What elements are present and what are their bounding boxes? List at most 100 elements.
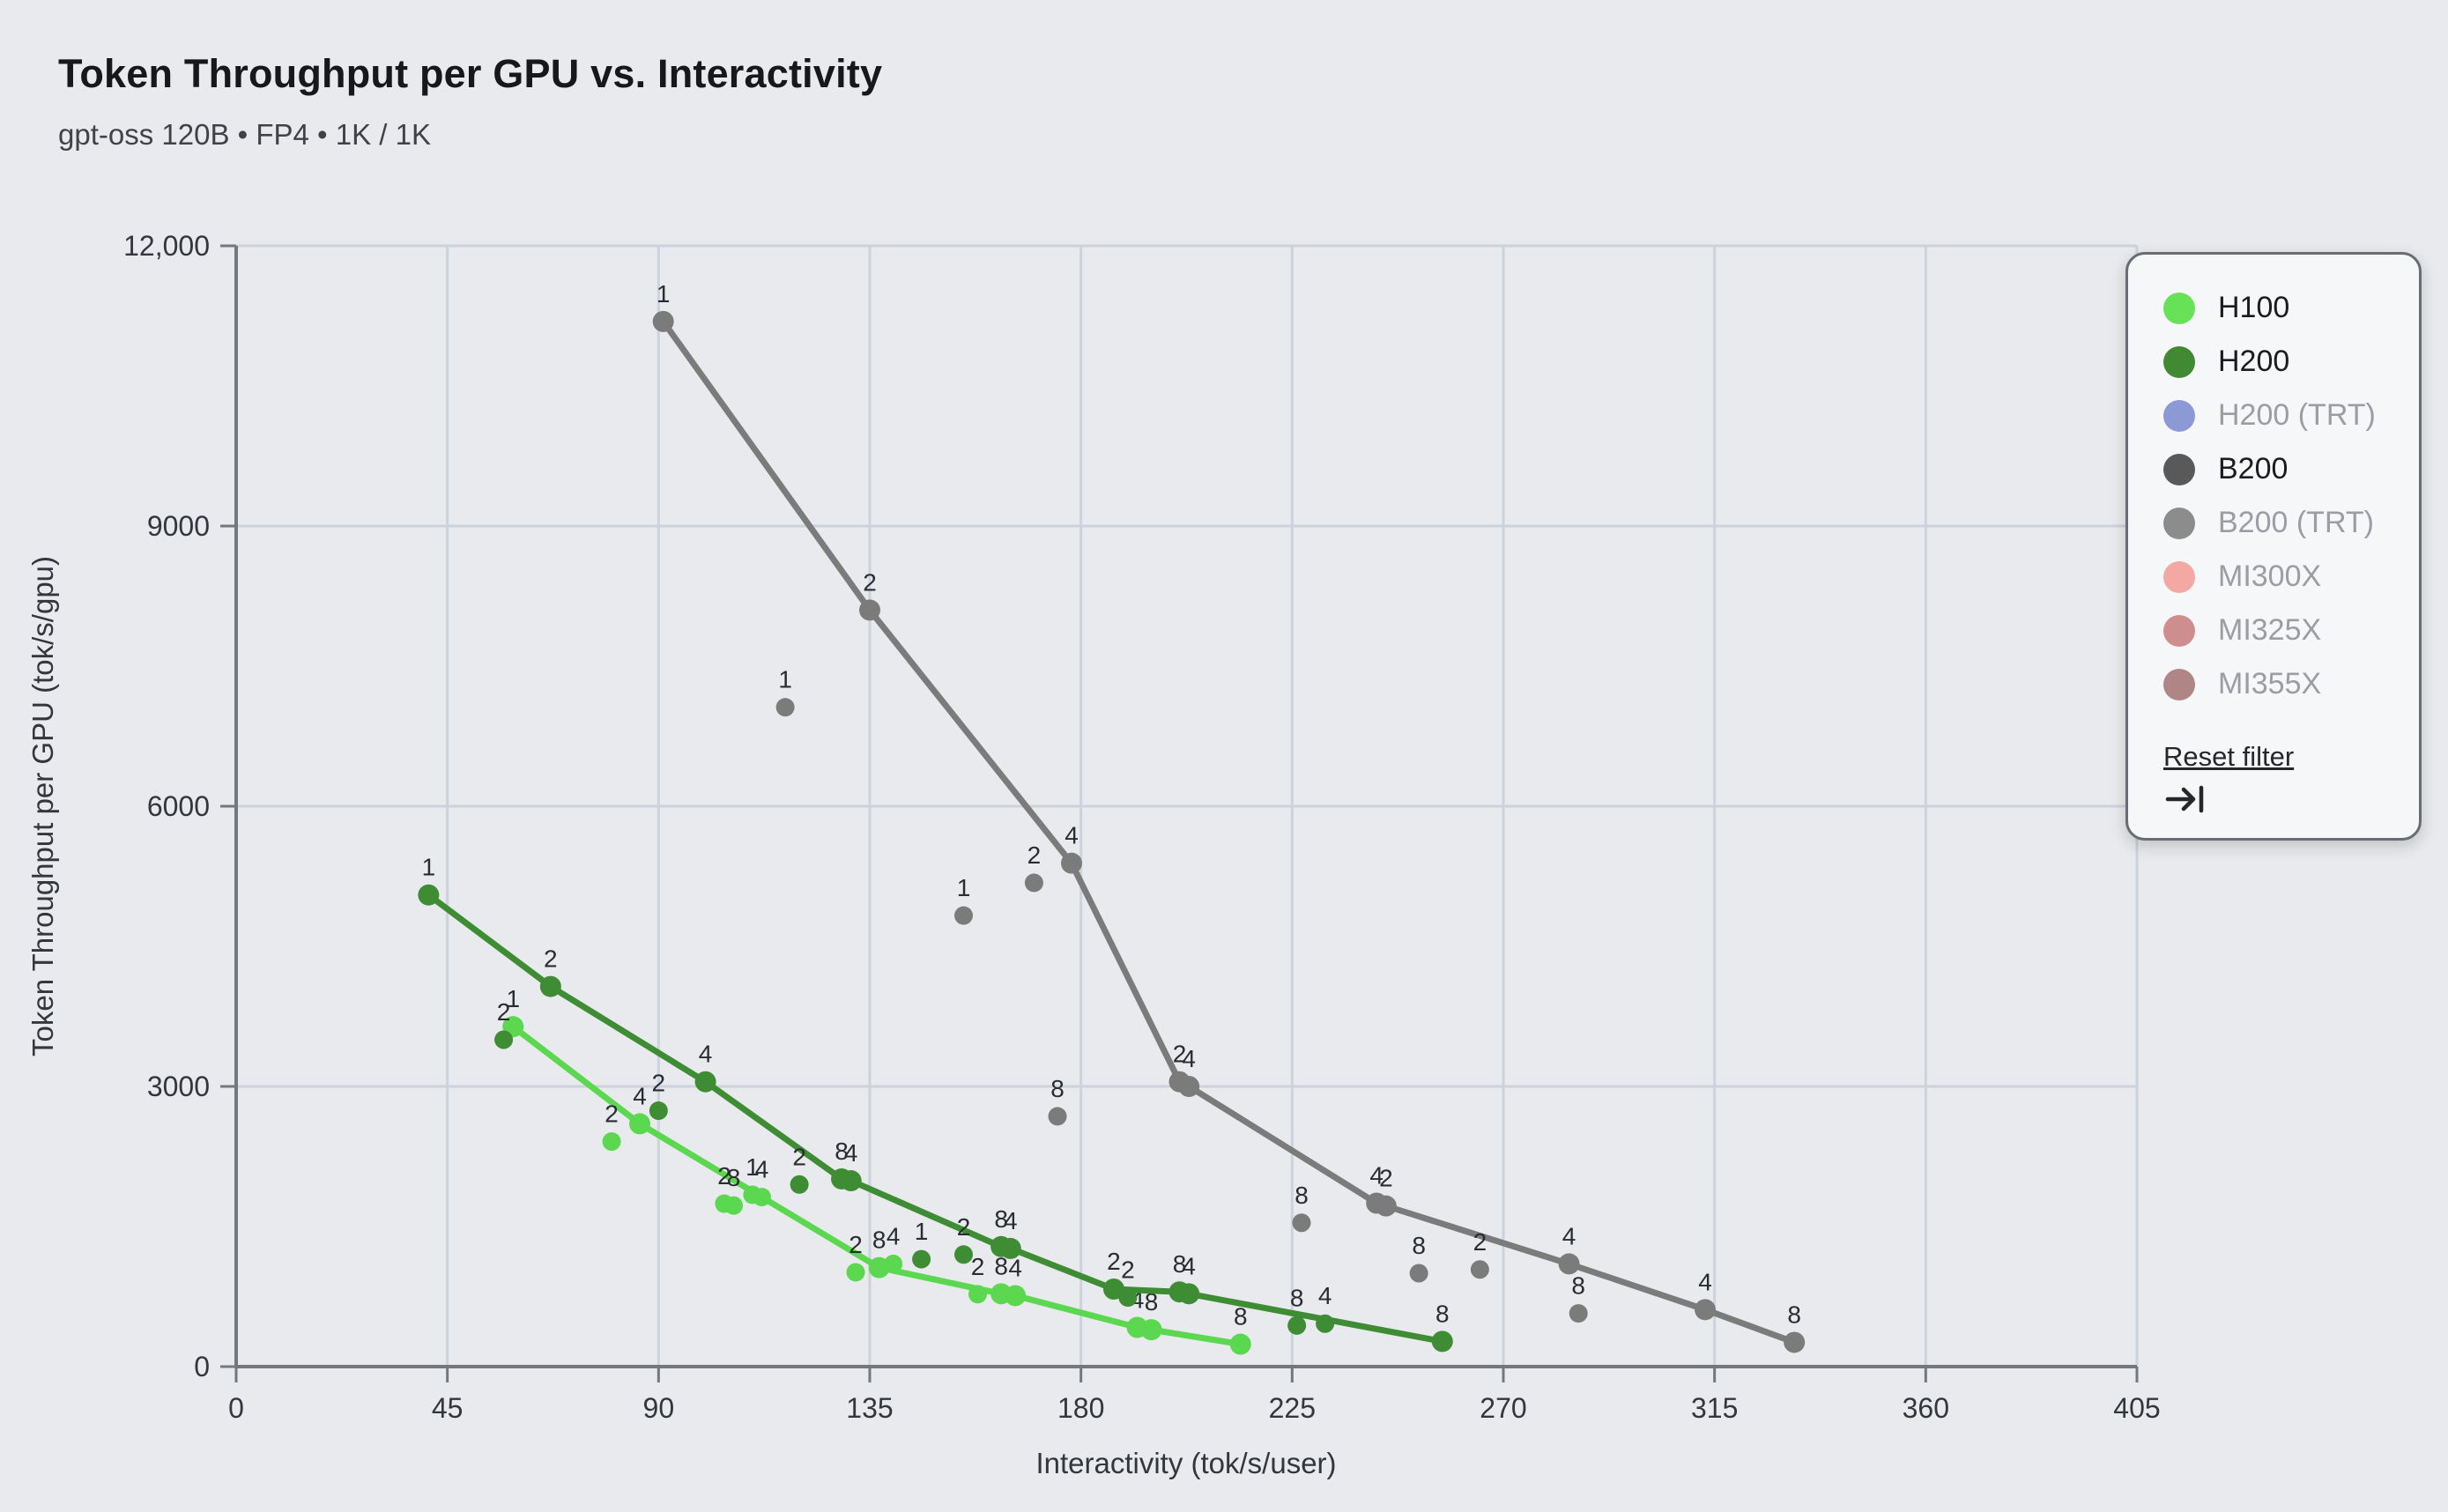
point-label: 4 — [1008, 1254, 1022, 1281]
data-point[interactable] — [968, 1285, 987, 1304]
data-point[interactable] — [1229, 1333, 1251, 1355]
data-point[interactable] — [1431, 1330, 1453, 1353]
legend-item-mi300x[interactable]: MI300X — [2163, 550, 2419, 604]
x-tick-label: 0 — [228, 1392, 244, 1424]
y-tick-label: 12,000 — [123, 230, 210, 262]
data-point[interactable] — [1178, 1076, 1200, 1097]
point-label: 8 — [1290, 1284, 1304, 1311]
legend-item-b200[interactable]: B200 — [2163, 442, 2419, 496]
reset-filter-link[interactable]: Reset filter — [2163, 741, 2295, 772]
data-point[interactable] — [724, 1196, 744, 1215]
data-point[interactable] — [1558, 1253, 1580, 1275]
data-point[interactable] — [694, 1071, 716, 1093]
data-point[interactable] — [1102, 1279, 1124, 1301]
data-point[interactable] — [999, 1237, 1021, 1259]
data-point[interactable] — [1409, 1264, 1428, 1283]
point-label: 2 — [1379, 1165, 1393, 1192]
data-point[interactable] — [753, 1188, 772, 1207]
legend-item-label: B200 (TRT) — [2218, 506, 2374, 539]
data-point[interactable] — [1375, 1195, 1397, 1217]
data-point[interactable] — [1118, 1288, 1138, 1308]
tick-labels: 0 45 90 135 180 225 270 315 360 405 0 3000 6000 9000 1… — [123, 230, 2161, 1424]
point-label: 8 — [1145, 1288, 1159, 1316]
point-label: 2 — [1473, 1228, 1487, 1256]
data-point[interactable] — [1784, 1331, 1806, 1353]
legend-item-label: MI300X — [2218, 560, 2322, 593]
legend-item-label: MI325X — [2218, 613, 2322, 647]
point-label: 8 — [1787, 1301, 1801, 1328]
x-axis-title: Interactivity (tok/s/user) — [1035, 1447, 1336, 1479]
x-tick-label: 270 — [1480, 1392, 1526, 1424]
point-label: 2 — [652, 1070, 666, 1097]
data-point[interactable] — [418, 884, 440, 906]
data-point[interactable] — [846, 1263, 865, 1282]
y-tick-label: 6000 — [147, 790, 210, 822]
data-point[interactable] — [1316, 1314, 1335, 1333]
legend-item-h100[interactable]: H100 — [2163, 281, 2419, 335]
legend-swatch-icon — [2163, 668, 2195, 700]
data-point[interactable] — [494, 1030, 514, 1049]
point-label: 8 — [994, 1252, 1008, 1279]
data-point[interactable] — [884, 1254, 903, 1273]
data-point[interactable] — [1140, 1319, 1162, 1341]
collapse-arrow-icon[interactable] — [2163, 782, 2209, 817]
point-label: 2 — [971, 1253, 985, 1280]
data-point[interactable] — [1470, 1260, 1489, 1279]
data-point[interactable] — [790, 1175, 809, 1194]
x-tick-label: 90 — [643, 1392, 675, 1424]
series-line-b200 — [660, 318, 1798, 1345]
y-tick-label: 0 — [194, 1351, 210, 1382]
legend-swatch-icon — [2163, 399, 2195, 432]
legend-swatch-icon — [2163, 560, 2195, 593]
data-point[interactable] — [1695, 1299, 1717, 1321]
data-point[interactable] — [1287, 1316, 1307, 1335]
point-label: 4 — [1369, 1162, 1383, 1190]
data-point[interactable] — [1061, 852, 1083, 874]
legend-item-h200-trt[interactable]: H200 (TRT) — [2163, 389, 2419, 442]
gridlines — [236, 244, 2139, 1367]
legend-item-h200[interactable]: H200 — [2163, 335, 2419, 389]
legend-item-mi325x[interactable]: MI325X — [2163, 604, 2419, 657]
data-point[interactable] — [1048, 1107, 1067, 1126]
point-label: 1 — [778, 666, 792, 693]
point-label: 8 — [1412, 1232, 1426, 1259]
data-point[interactable] — [859, 599, 880, 621]
data-point[interactable] — [775, 698, 795, 717]
y-axis-title: Token Throughput per GPU (tok/s/gpu) — [26, 556, 59, 1056]
data-point[interactable] — [1569, 1304, 1588, 1323]
legend-item-label: H200 — [2218, 345, 2290, 378]
point-label: 2 — [863, 568, 877, 596]
data-point[interactable] — [1005, 1285, 1027, 1307]
point-label: 4 — [844, 1139, 858, 1167]
data-point[interactable] — [539, 975, 561, 997]
point-label: 8 — [1050, 1075, 1065, 1102]
page-subtitle: gpt-oss 120B • FP4 • 1K / 1K — [58, 118, 431, 151]
point-label: 4 — [1065, 822, 1079, 849]
x-tick-label: 135 — [846, 1392, 893, 1424]
data-point[interactable] — [912, 1249, 931, 1269]
data-point[interactable] — [652, 310, 674, 332]
legend-items: H100 H200 H200 (TRT) B200 B200 (TRT) MI300X MI… — [2163, 281, 2419, 711]
data-point[interactable] — [954, 1245, 974, 1264]
data-point[interactable] — [649, 1101, 668, 1121]
legend-item-mi355x[interactable]: MI355X — [2163, 657, 2419, 711]
point-label: 8 — [1571, 1272, 1585, 1300]
legend-item-label: B200 — [2218, 452, 2289, 485]
legend-item-b200-trt[interactable]: B200 (TRT) — [2163, 496, 2419, 550]
point-label: 1 — [746, 1153, 760, 1181]
axes — [220, 244, 2139, 1382]
point-label: 4 — [1182, 1045, 1196, 1072]
point-label: 1 — [422, 854, 436, 881]
data-point[interactable] — [1292, 1213, 1311, 1233]
data-point[interactable] — [1178, 1283, 1200, 1305]
data-point[interactable] — [1024, 873, 1043, 893]
x-tick-label: 180 — [1057, 1392, 1104, 1424]
data-point[interactable] — [840, 1170, 862, 1192]
page-title: Token Throughput per GPU vs. Interactivi… — [58, 51, 883, 96]
point-label: 2 — [957, 1213, 971, 1241]
point-label: 2 — [1121, 1256, 1135, 1284]
data-point[interactable] — [954, 906, 974, 925]
data-point[interactable] — [629, 1113, 651, 1135]
data-point[interactable] — [602, 1132, 621, 1152]
